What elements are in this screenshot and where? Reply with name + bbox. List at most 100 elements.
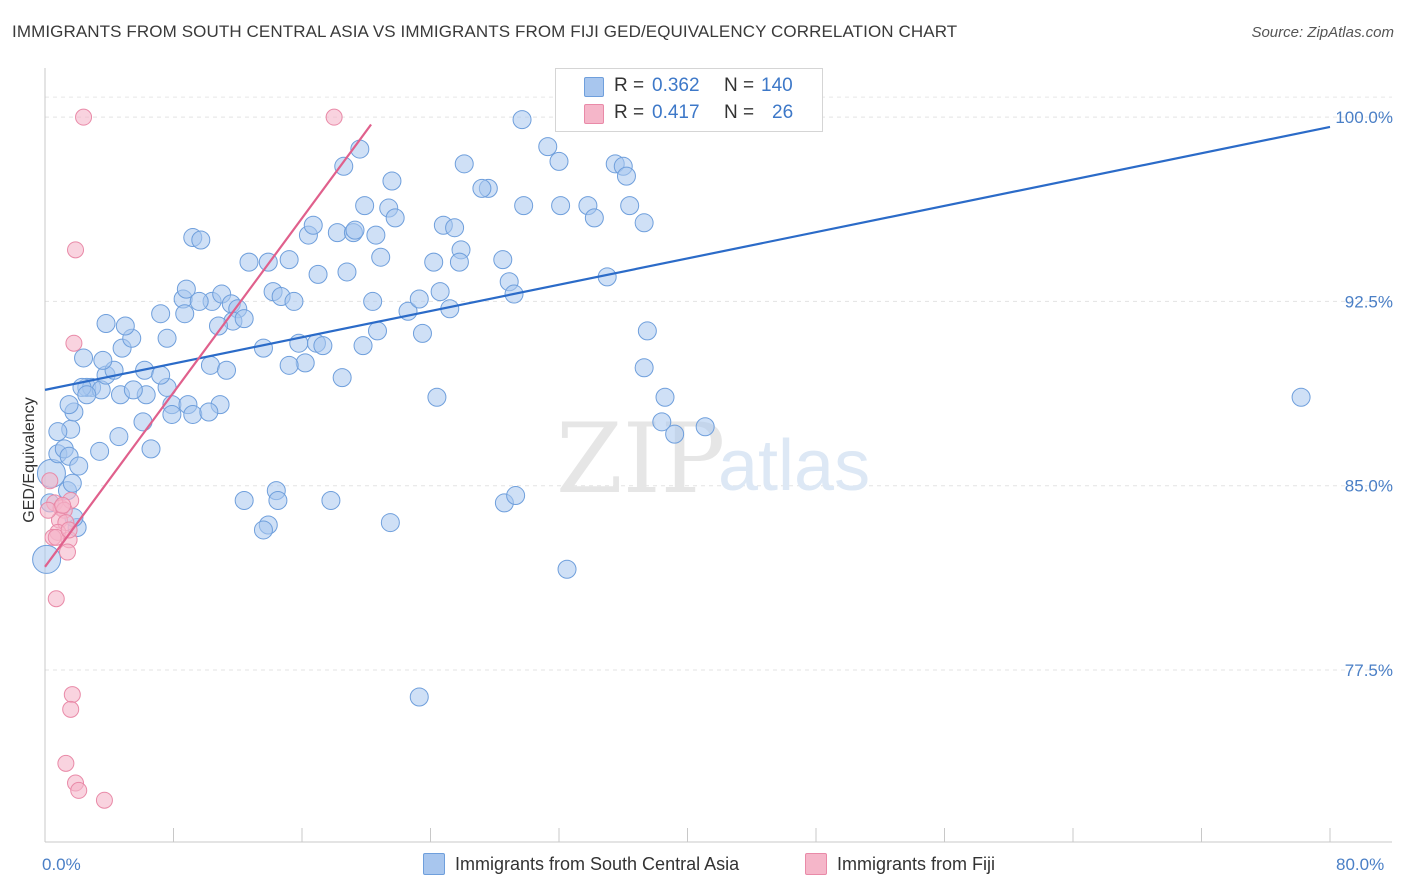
data-point-south-central-asia (616, 166, 636, 186)
watermark-atlas: atlas (718, 426, 870, 506)
bottom-legend-item-south-central-asia: Immigrants from South Central Asia (423, 850, 783, 878)
data-point-south-central-asia (234, 490, 254, 510)
y-tick-label: 85.0% (1345, 477, 1393, 496)
chart-title: IMMIGRANTS FROM SOUTH CENTRAL ASIA VS IM… (12, 22, 958, 41)
legend-r-value: 0.417 (652, 102, 700, 123)
data-point-south-central-asia (634, 358, 654, 378)
x-axis-ticks (44, 828, 1331, 842)
data-point-fiji (41, 472, 59, 490)
data-point-south-central-asia (363, 291, 383, 311)
data-point-south-central-asia (253, 520, 273, 540)
data-point-south-central-asia (412, 323, 432, 343)
data-point-south-central-asia (382, 171, 402, 191)
data-point-south-central-asia (69, 456, 89, 476)
data-point-south-central-asia (493, 250, 513, 270)
series-south-central-asia-points (32, 110, 1311, 707)
data-point-south-central-asia (655, 387, 675, 407)
data-point-south-central-asia (96, 314, 116, 334)
data-point-south-central-asia (449, 252, 469, 272)
data-point-south-central-asia (208, 316, 228, 336)
data-point-south-central-asia (445, 218, 465, 238)
series-fiji-points (39, 108, 343, 809)
legend-r-label: R = (614, 75, 645, 96)
y-tick-label: 77.5% (1345, 661, 1393, 680)
legend-swatch-south-central-asia (584, 77, 604, 97)
data-point-south-central-asia (634, 213, 654, 233)
data-point-south-central-asia (637, 321, 657, 341)
data-point-south-central-asia (380, 513, 400, 533)
data-point-south-central-asia (334, 156, 354, 176)
data-point-south-central-asia (175, 304, 195, 324)
data-point-south-central-asia (313, 336, 333, 356)
data-point-south-central-asia (217, 360, 237, 380)
bottom-legend-swatch-fiji (805, 853, 827, 875)
data-point-south-central-asia (665, 424, 685, 444)
data-point-south-central-asia (506, 486, 526, 506)
data-point-fiji (58, 543, 76, 561)
data-point-south-central-asia (695, 417, 715, 437)
data-point-fiji (67, 241, 85, 259)
trend-line-fiji (44, 123, 372, 568)
data-point-south-central-asia (366, 225, 386, 245)
data-point-fiji (57, 754, 75, 772)
data-point-south-central-asia (200, 355, 220, 375)
data-point-south-central-asia (151, 304, 171, 324)
data-point-south-central-asia (115, 316, 135, 336)
source-label: Source: ZipAtlas.com (1251, 24, 1394, 41)
data-point-south-central-asia (409, 289, 429, 309)
data-point-fiji (65, 334, 83, 352)
data-point-south-central-asia (199, 402, 219, 422)
data-point-south-central-asia (93, 350, 113, 370)
data-point-fiji (62, 700, 80, 718)
data-point-south-central-asia (62, 473, 82, 493)
legend-r-value: 0.362 (652, 75, 700, 96)
data-point-south-central-asia (268, 490, 288, 510)
legend-r-label: R = (614, 102, 645, 123)
data-point-south-central-asia (77, 385, 97, 405)
data-point-fiji (47, 528, 65, 546)
data-point-south-central-asia (151, 365, 171, 385)
data-point-south-central-asia (371, 247, 391, 267)
bottom-legend-swatch-south-central-asia (423, 853, 445, 875)
data-point-fiji (63, 686, 81, 704)
data-point-south-central-asia (385, 208, 405, 228)
legend-swatch-fiji (584, 104, 604, 124)
data-point-south-central-asia (133, 412, 153, 432)
data-point-south-central-asia (59, 395, 79, 415)
data-point-fiji (75, 108, 93, 126)
legend: R = 0.362 N = 140 R = 0.417 N = 26 (555, 68, 823, 132)
data-point-south-central-asia (189, 291, 209, 311)
data-point-south-central-asia (557, 559, 577, 579)
bottom-legend-label-fiji: Immigrants from Fiji (837, 854, 996, 874)
legend-n-label: N = (724, 102, 755, 123)
data-point-south-central-asia (345, 220, 365, 240)
data-point-south-central-asia (538, 137, 558, 157)
trend-lines (44, 123, 1331, 568)
data-point-south-central-asia (48, 422, 68, 442)
legend-n-label: N = (724, 75, 755, 96)
data-point-south-central-asia (32, 544, 62, 574)
data-point-south-central-asia (424, 252, 444, 272)
data-point-south-central-asia (652, 412, 672, 432)
y-tick-labels: 77.5% 85.0% 92.5% 100.0% (1335, 108, 1393, 680)
data-point-south-central-asia (1291, 387, 1311, 407)
data-point-south-central-asia (253, 338, 273, 358)
legend-n-value: 140 (761, 75, 793, 96)
gridlines (45, 96, 1392, 671)
data-point-south-central-asia (74, 348, 94, 368)
data-point-south-central-asia (367, 321, 387, 341)
data-point-fiji (325, 108, 343, 126)
data-point-south-central-asia (332, 368, 352, 388)
data-point-south-central-asia (162, 404, 182, 424)
data-point-south-central-asia (355, 196, 375, 216)
data-point-south-central-asia (427, 387, 447, 407)
data-point-south-central-asia (279, 355, 299, 375)
data-point-south-central-asia (308, 264, 328, 284)
data-point-south-central-asia (472, 178, 492, 198)
data-point-fiji (47, 590, 65, 608)
data-point-south-central-asia (327, 223, 347, 243)
data-point-south-central-asia (303, 215, 323, 235)
data-point-south-central-asia (353, 336, 373, 356)
data-point-south-central-asia (337, 262, 357, 282)
data-point-south-central-asia (191, 230, 211, 250)
